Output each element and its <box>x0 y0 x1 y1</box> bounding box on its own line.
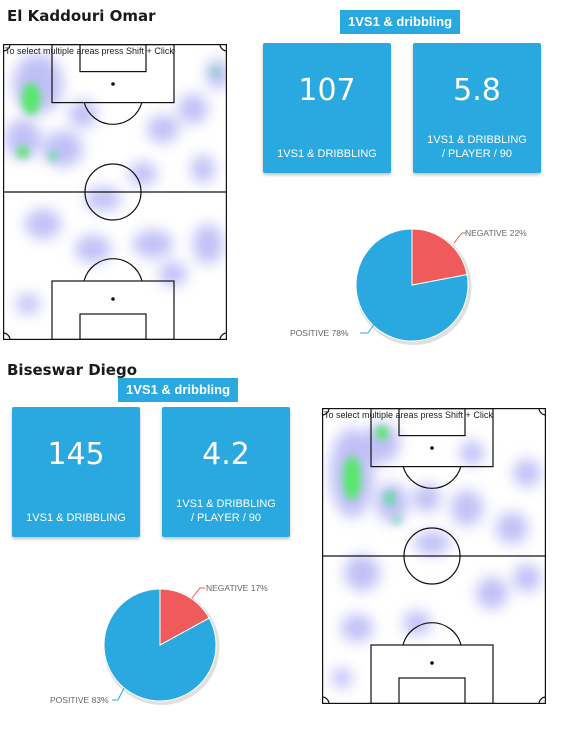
pie-slice-negative[interactable] <box>159 588 210 646</box>
heatmap-pitch[interactable]: To select multiple areas press Shift + C… <box>3 44 227 340</box>
player-name: El Kaddouri Omar <box>7 7 156 25</box>
total-value: 107 <box>298 73 356 108</box>
per90-stat-card: 4.2 1VS1 & DRIBBLING / PLAYER / 90 <box>162 407 290 537</box>
heatmap-hotspots <box>17 68 219 161</box>
pie-label-positive: POSITIVE 83% <box>50 695 109 705</box>
total-label: 1VS1 & DRIBBLING <box>277 148 377 160</box>
selection-hint: To select multiple areas press Shift + C… <box>324 410 493 420</box>
per90-label-line1: 1VS1 & DRIBBLING <box>427 134 527 146</box>
pitch-svg <box>322 408 546 704</box>
selection-hint: To select multiple areas press Shift + C… <box>5 46 174 56</box>
pie-slice-positive[interactable] <box>355 228 469 342</box>
heatmap-pitch[interactable]: To select multiple areas press Shift + C… <box>322 408 546 704</box>
per90-stat-card: 5.8 1VS1 & DRIBBLING / PLAYER / 90 <box>413 43 541 173</box>
per90-label: 1VS1 & DRIBBLING / PLAYER / 90 <box>166 497 286 525</box>
player-name: Biseswar Diego <box>7 361 138 379</box>
pie-label-positive: POSITIVE 78% <box>290 328 349 338</box>
total-stat-card: 107 1VS1 & DRIBBLING <box>263 43 391 173</box>
per90-label: 1VS1 & DRIBBLING / PLAYER / 90 <box>417 133 537 161</box>
pie-label-negative: NEGATIVE 22% <box>465 228 527 238</box>
total-value: 145 <box>47 437 105 472</box>
per90-label-line2: / PLAYER / 90 <box>441 148 513 160</box>
outcome-pie-chart: NEGATIVE 17% POSITIVE 83% <box>50 583 268 705</box>
per90-label-line1: 1VS1 & DRIBBLING <box>176 498 276 510</box>
pitch-lines <box>322 408 546 704</box>
pie-label-negative: NEGATIVE 17% <box>206 583 268 593</box>
pie-slice-negative[interactable] <box>411 228 468 286</box>
outcome-pie-chart: NEGATIVE 22% POSITIVE 78% <box>290 228 527 345</box>
heatmap-layer <box>330 423 541 688</box>
heatmap-layer <box>5 54 227 314</box>
pitch-lines <box>3 44 227 340</box>
heatmap-hotspots <box>343 426 401 524</box>
per90-label-line2: / PLAYER / 90 <box>190 512 262 524</box>
per90-value: 4.2 <box>202 437 250 472</box>
per90-value: 5.8 <box>453 73 501 108</box>
section-tag: 1VS1 & dribbling <box>118 378 239 402</box>
pitch-svg <box>3 44 227 340</box>
section-tag: 1VS1 & dribbling <box>340 10 461 34</box>
total-label: 1VS1 & DRIBBLING <box>26 512 126 524</box>
total-stat-card: 145 1VS1 & DRIBBLING <box>12 407 140 537</box>
